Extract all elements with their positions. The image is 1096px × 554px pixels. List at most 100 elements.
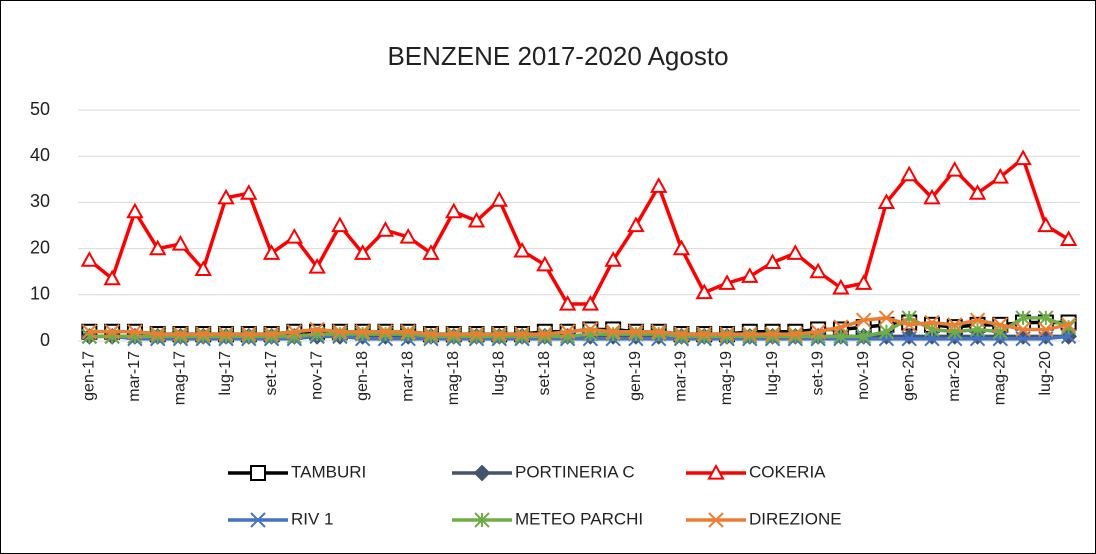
legend-label: PORTINERIA C: [515, 462, 635, 481]
point-marker: [218, 328, 234, 345]
point-marker: [764, 328, 781, 345]
point-marker: [286, 324, 303, 340]
point-marker: [127, 324, 143, 340]
point-marker: [331, 216, 349, 233]
point-marker: [332, 326, 348, 342]
point-marker: [536, 255, 554, 272]
point-marker: [377, 326, 394, 342]
point-marker: [741, 267, 759, 283]
x-tick-label: nov-19: [855, 351, 872, 400]
x-tick-label: gen-18: [354, 351, 371, 401]
point-marker: [263, 328, 280, 345]
x-tick-label: mag-19: [718, 351, 735, 405]
point-marker: [877, 193, 896, 209]
y-tick-label: 20: [30, 237, 50, 257]
point-marker: [240, 184, 258, 200]
y-tick-label: 10: [30, 284, 50, 304]
y-tick-label: 0: [40, 330, 50, 350]
point-marker: [195, 326, 211, 342]
point-marker: [400, 326, 416, 342]
legend-marker: [708, 512, 724, 528]
point-marker: [376, 221, 395, 237]
point-marker: [308, 258, 326, 274]
point-marker: [968, 184, 987, 200]
point-marker: [696, 328, 712, 345]
point-marker: [468, 328, 485, 345]
x-tick-label: gen-20: [900, 351, 917, 401]
point-marker: [558, 294, 577, 311]
point-marker: [650, 177, 668, 193]
point-marker: [763, 253, 782, 270]
point-marker: [241, 328, 257, 345]
point-marker: [400, 324, 416, 340]
point-marker: [923, 188, 941, 205]
point-marker: [1059, 230, 1078, 246]
point-marker: [878, 310, 895, 326]
point-marker: [1014, 149, 1032, 166]
point-marker: [787, 328, 804, 345]
point-marker: [855, 328, 872, 345]
point-marker: [423, 326, 439, 342]
point-marker: [423, 328, 439, 345]
x-tick-label: lug-20: [1037, 351, 1054, 396]
legend-marker: [250, 512, 266, 528]
point-marker: [947, 317, 963, 333]
legend-marker: [250, 465, 266, 481]
x-tick-label: mag-20: [992, 351, 1009, 405]
point-marker: [719, 326, 735, 342]
x-tick-label: gen-19: [627, 351, 644, 401]
x-tick-label: lug-18: [491, 351, 508, 396]
legend-label: COKERIA: [749, 462, 826, 481]
point-marker: [537, 326, 553, 342]
legend-marker: [474, 512, 490, 528]
y-tick-label: 40: [30, 145, 50, 165]
point-marker: [900, 165, 918, 182]
point-marker: [354, 324, 371, 340]
point-marker: [377, 324, 394, 340]
point-marker: [719, 328, 735, 345]
point-marker: [947, 324, 963, 340]
point-marker: [491, 328, 508, 345]
point-marker: [81, 324, 98, 340]
point-marker: [628, 326, 644, 342]
x-tick-label: set-19: [809, 351, 826, 396]
x-tick-label: set-17: [263, 351, 280, 396]
point-marker: [262, 244, 281, 260]
point-marker: [969, 312, 986, 328]
point-marker: [673, 328, 690, 345]
point-marker: [126, 202, 144, 219]
point-marker: [650, 324, 667, 340]
point-marker: [695, 283, 713, 300]
point-marker: [353, 244, 372, 260]
point-marker: [445, 202, 463, 219]
point-marker: [241, 326, 257, 342]
point-marker: [901, 317, 917, 333]
legend-marker: [707, 463, 725, 480]
x-tick-label: mar-19: [673, 351, 690, 402]
point-marker: [309, 321, 325, 338]
point-marker: [149, 239, 167, 256]
x-tick-label: mar-17: [126, 351, 143, 402]
legend-label: METEO PARCHI: [515, 509, 643, 528]
point-marker: [467, 211, 486, 228]
point-marker: [854, 274, 873, 290]
point-marker: [172, 328, 189, 345]
x-tick-label: nov-18: [582, 351, 599, 400]
point-marker: [605, 324, 621, 340]
line: [89, 316, 1069, 336]
point-marker: [673, 326, 690, 342]
point-marker: [446, 326, 462, 342]
legend-marker: [473, 464, 491, 482]
point-marker: [787, 326, 804, 342]
point-marker: [468, 326, 485, 342]
x-tick-label: mag-18: [445, 351, 462, 405]
point-marker: [628, 324, 644, 340]
point-marker: [582, 321, 599, 338]
point-marker: [80, 251, 99, 267]
point-marker: [332, 324, 348, 340]
point-marker: [1038, 321, 1054, 338]
x-tick-label: gen-17: [81, 351, 98, 401]
point-marker: [650, 326, 667, 342]
point-marker: [491, 326, 508, 342]
